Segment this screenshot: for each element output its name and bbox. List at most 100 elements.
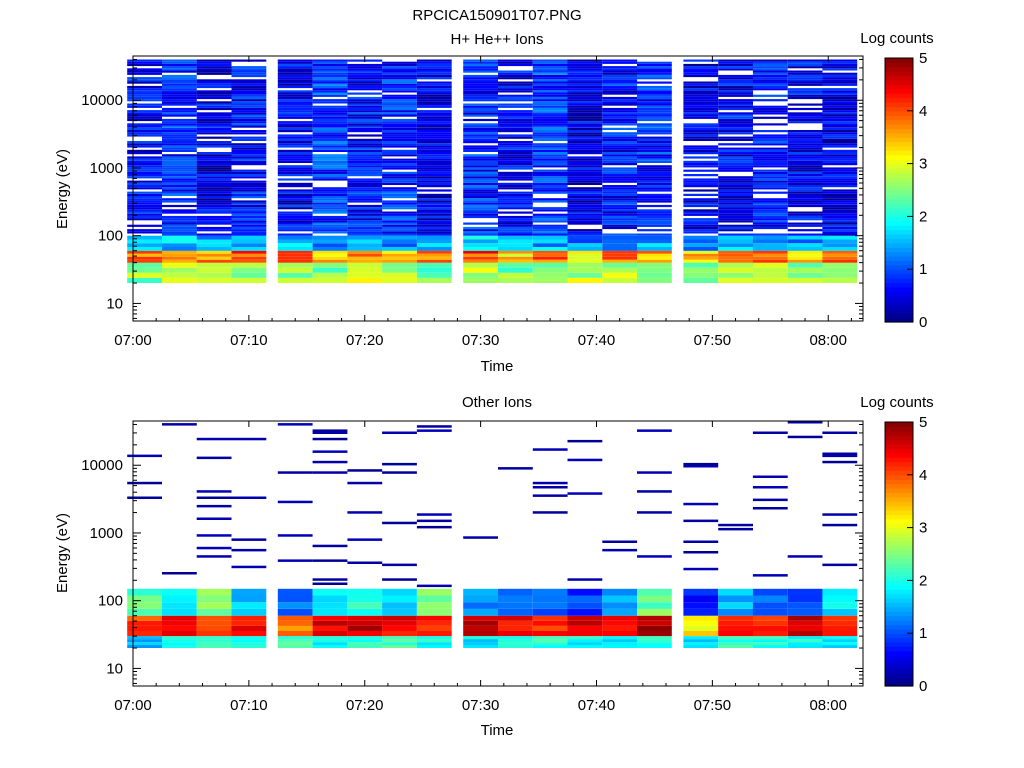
heatmap-cell <box>416 72 452 75</box>
heatmap-cell <box>162 259 197 263</box>
heatmap-cell <box>196 546 232 550</box>
heatmap-cell <box>683 250 719 254</box>
heatmap-cell <box>382 200 417 203</box>
heatmap-cell <box>416 224 452 227</box>
heatmap-cell <box>127 639 162 643</box>
heatmap-cell <box>347 85 383 89</box>
heatmap-cell <box>787 160 823 163</box>
heatmap-cell <box>416 143 452 146</box>
heatmap-cell <box>382 642 417 646</box>
heatmap-cell <box>312 191 348 194</box>
heatmap-cell <box>127 152 162 155</box>
heatmap-cell <box>463 202 498 205</box>
heatmap-cell <box>683 134 719 137</box>
heatmap-cell <box>637 176 672 179</box>
heatmap-cell <box>567 615 603 621</box>
heatmap-cell <box>602 149 638 152</box>
heatmap-cell <box>312 247 348 251</box>
heatmap-cell <box>683 66 719 69</box>
heatmap-cell <box>602 187 638 190</box>
heatmap-cell <box>787 103 823 106</box>
colorbar-swatch <box>885 602 913 608</box>
heatmap-cell <box>602 101 638 104</box>
heatmap-cell <box>718 59 753 62</box>
heatmap-cell <box>416 250 452 254</box>
heatmap-cell <box>127 176 162 179</box>
heatmap-cell <box>532 90 568 93</box>
heatmap-cell <box>196 193 232 196</box>
heatmap-cell <box>567 609 603 616</box>
heatmap-cell <box>602 72 638 75</box>
heatmap-cell <box>231 70 267 73</box>
heatmap-cell <box>127 262 162 268</box>
heatmap-cell <box>683 642 719 646</box>
panel-title: Other Ions <box>462 394 532 411</box>
heatmap-cell <box>312 620 348 626</box>
heatmap-cell <box>532 615 568 621</box>
heatmap-cell <box>567 642 603 646</box>
heatmap-cell <box>752 61 788 64</box>
heatmap-cell <box>382 94 417 97</box>
heatmap-cell <box>822 72 858 75</box>
heatmap-cell <box>637 189 672 192</box>
heatmap-cell <box>637 99 672 102</box>
heatmap-cell <box>196 160 232 163</box>
heatmap-cell <box>347 107 383 111</box>
heatmap-cell <box>822 602 858 609</box>
heatmap-cell <box>416 631 452 637</box>
heatmap-cell <box>498 167 533 170</box>
heatmap-cell <box>567 213 603 216</box>
heatmap-cell <box>416 74 452 78</box>
heatmap-cell <box>231 182 267 185</box>
heatmap-cell <box>416 189 452 192</box>
heatmap-cell <box>277 200 313 203</box>
heatmap-cell <box>532 136 568 139</box>
heatmap-cell <box>382 243 417 247</box>
heatmap-cell <box>127 259 162 263</box>
heatmap-cell <box>162 156 197 159</box>
heatmap-cell <box>637 645 672 648</box>
heatmap-cell <box>231 132 267 135</box>
heatmap-cell <box>416 105 452 108</box>
heatmap-cell <box>347 262 383 268</box>
heatmap-cell <box>312 222 348 225</box>
colorbar-swatch <box>885 576 913 581</box>
heatmap-cell <box>277 116 313 119</box>
heatmap-cell <box>637 185 672 188</box>
heatmap-cell <box>277 213 313 216</box>
heatmap-cell <box>463 114 498 117</box>
heatmap-cell <box>637 636 672 640</box>
heatmap-cell <box>463 262 498 268</box>
colorbar-swatch <box>885 664 913 669</box>
colorbar-label: Log counts <box>860 394 933 411</box>
heatmap-cell <box>637 253 672 257</box>
heatmap-cell <box>127 185 162 188</box>
heatmap-cell <box>312 250 348 254</box>
heatmap-cell <box>312 149 348 152</box>
heatmap-cell <box>127 116 162 119</box>
heatmap-cell <box>277 165 313 168</box>
heatmap-cell <box>463 61 498 64</box>
heatmap-cell <box>312 204 348 208</box>
heatmap-cell <box>752 63 788 67</box>
heatmap-cell <box>463 66 498 69</box>
heatmap-cell <box>196 196 232 199</box>
heatmap-cell <box>277 156 313 159</box>
heatmap-cell <box>416 525 452 529</box>
heatmap-cell <box>162 182 197 185</box>
heatmap-cell <box>312 450 348 453</box>
heatmap-cell <box>231 145 267 148</box>
heatmap-cell <box>127 99 162 102</box>
heatmap-cell <box>347 125 383 128</box>
heatmap-cell <box>312 211 348 214</box>
heatmap-cell <box>718 191 753 194</box>
heatmap-cell <box>463 204 498 208</box>
heatmap-cell <box>532 262 568 268</box>
heatmap-cell <box>231 209 267 212</box>
heatmap-cell <box>822 127 858 130</box>
heatmap-cell <box>602 207 638 210</box>
heatmap-cell <box>231 222 267 225</box>
heatmap-cell <box>312 235 348 240</box>
heatmap-cell <box>718 202 753 205</box>
heatmap-cell <box>463 92 498 95</box>
